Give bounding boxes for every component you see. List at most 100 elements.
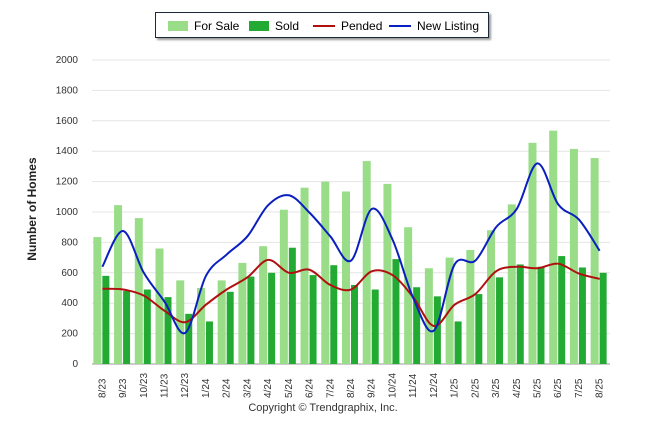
y-tick-label: 2000 [56,55,79,66]
bar-sold [413,287,421,364]
bar-sold [268,272,276,364]
bar-sold [185,313,193,364]
bar-sold [537,266,545,364]
bar-for-sale [342,191,350,364]
bar-sold [309,275,317,364]
bar-for-sale [424,268,433,364]
bar-sold [123,291,131,364]
x-tick-label: 4/25 [512,378,523,398]
bar-sold [516,264,524,364]
y-tick-label: 1800 [56,85,79,96]
x-tick-label: 1/25 [450,378,461,398]
x-tick-label: 6/25 [553,378,564,398]
legend-label-sold: Sold [275,19,300,33]
bar-sold [330,265,338,364]
x-tick-label: 6/24 [305,378,316,398]
bar-for-sale [507,204,516,364]
x-tick-label: 12/24 [429,373,440,398]
legend-swatch-pended [313,25,335,27]
y-tick-label: 400 [61,298,78,309]
x-tick-label: 9/24 [367,378,378,398]
bar-for-sale [404,227,413,364]
bar-for-sale [549,130,558,364]
bar-sold [454,321,462,364]
x-tick-label: 8/25 [595,378,606,398]
bar-sold [433,296,441,364]
y-tick-label: 1400 [56,146,79,157]
y-tick-label: 1200 [56,177,79,188]
chart-plot: 0 200 400 600 800 1000 1200 1400 1600 1800 2000 8/2… [56,55,610,398]
bar-sold [226,291,234,364]
bar-sold [578,267,586,364]
line-new-listing [101,162,601,335]
bar-for-sale [487,230,496,364]
bar-for-sale [569,148,578,364]
x-tick-label: 2/25 [470,378,481,398]
bar-for-sale [279,209,288,364]
x-tick-label: 7/25 [574,378,585,398]
y-tick-label: 800 [61,237,78,248]
line-pended [102,258,600,327]
bar-sold [392,259,400,364]
legend-item-for-sale: For Sale [168,19,239,33]
y-tick-label: 1600 [56,116,79,127]
x-tick-label: 4/24 [263,378,274,398]
x-tick-label: 12/23 [180,373,191,398]
chart-legend: For Sale Sold Pended New Listing [155,12,489,38]
bar-sold [143,289,151,364]
bar-for-sale [238,262,247,364]
bar-sold [164,297,172,364]
legend-swatch-sold [249,21,269,31]
x-tick-label: 8/24 [346,378,357,398]
x-tick-label: 11/23 [160,373,171,398]
x-tick-label: 7/24 [325,378,336,398]
bar-sold [496,277,504,364]
legend-swatch-new-listing [389,25,411,27]
bar-sold [475,294,483,364]
legend-item-sold: Sold [249,19,299,33]
y-tick-label: 600 [61,268,78,279]
x-tick-label: 9/23 [118,378,129,398]
bar-for-sale [93,237,102,364]
bar-for-sale [321,181,330,364]
x-tick-label: 1/24 [201,378,212,398]
x-tick-label: 5/24 [284,378,295,398]
x-tick-label: 3/24 [242,378,253,398]
bar-for-sale [196,288,205,364]
bar-sold [599,272,607,364]
bar-sold [247,276,255,364]
bar-for-sale [466,250,475,364]
bar-sold [102,275,110,364]
bar-for-sale [383,183,392,364]
bar-for-sale [590,158,599,364]
bar-sold [371,289,379,364]
x-tick-label: 10/23 [139,373,150,398]
x-tick-label: 3/25 [491,378,502,398]
x-tick-label: 5/25 [532,378,543,398]
bar-sold [558,256,566,364]
legend-label-pended: Pended [341,19,383,33]
bar-for-sale [134,218,143,364]
bar-for-sale [259,246,268,364]
bar-sold [288,247,296,364]
x-tick-label: 11/24 [408,373,419,398]
bar-for-sale [528,142,537,364]
legend-swatch-for-sale [168,21,188,31]
y-tick-label: 200 [61,329,78,340]
legend-label-for-sale: For Sale [194,19,240,33]
bar-sold [205,321,213,364]
copyright-text: Copyright © Trendgraphix, Inc. [248,402,398,414]
x-tick-label: 8/23 [97,378,108,398]
bar-for-sale [217,280,226,364]
legend-item-pended: Pended [313,19,382,33]
bar-for-sale [114,205,123,364]
x-tick-label: 10/24 [387,373,398,398]
y-tick-label: 1000 [56,207,79,218]
bar-for-sale [362,161,371,364]
y-tick-label: 0 [72,359,78,370]
bar-sold [351,284,358,364]
x-tick-label: 2/24 [222,378,233,398]
legend-label-new-listing: New Listing [417,19,480,33]
bar-for-sale [300,187,309,364]
legend-item-new-listing: New Listing [389,19,479,33]
